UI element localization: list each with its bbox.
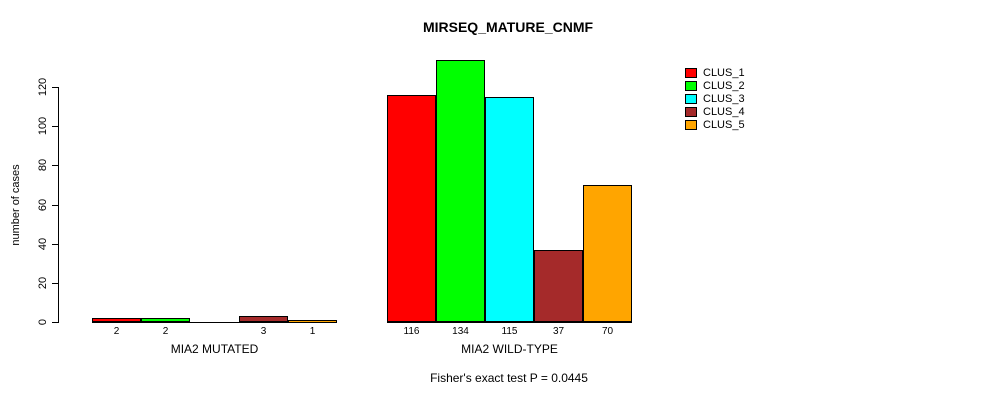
- bar-value-label: 2: [113, 326, 120, 337]
- y-tick-mark: [52, 87, 58, 88]
- group-baseline: [387, 322, 632, 323]
- legend: CLUS_1 CLUS_2 CLUS_3 CLUS_4 CLUS_5: [685, 66, 745, 131]
- bar-value-label: 116: [403, 326, 420, 337]
- bar-clus_2-mutated: [141, 318, 190, 322]
- y-tick-mark: [52, 126, 58, 128]
- y-tick-mark: [52, 322, 58, 323]
- bar-value-label: 2: [162, 326, 169, 337]
- legend-row: CLUS_5: [685, 118, 745, 131]
- y-tick-mark: [52, 204, 58, 206]
- legend-row: CLUS_3: [685, 92, 745, 105]
- y-tick-label: 60: [37, 198, 49, 211]
- group-baseline: [92, 322, 337, 323]
- bar-clus_4-mutated: [239, 316, 288, 322]
- legend-swatch-clus_1: [685, 67, 697, 78]
- group-label-mutated: MIA2 MUTATED: [170, 342, 259, 356]
- legend-swatch-clus_2: [685, 80, 697, 91]
- y-tick-label: 80: [37, 159, 49, 172]
- legend-swatch-clus_5: [685, 119, 697, 130]
- y-tick-mark: [52, 282, 58, 284]
- bar-clus_1-mutated: [92, 318, 141, 322]
- bar-value-label: 37: [552, 326, 565, 337]
- legend-label: CLUS_1: [703, 66, 745, 79]
- y-axis-line: [58, 87, 59, 323]
- bar-value-label: 1: [309, 326, 316, 337]
- legend-row: CLUS_1: [685, 66, 745, 79]
- chart-title: MIRSEQ_MATURE_CNMF: [422, 19, 594, 35]
- legend-swatch-clus_4: [685, 106, 697, 117]
- bar-clus_3-wild-type: [485, 96, 534, 322]
- legend-label: CLUS_3: [703, 92, 745, 105]
- legend-swatch-clus_3: [685, 93, 697, 104]
- y-tick-label: 120: [37, 77, 49, 97]
- bar-value-label: 3: [260, 326, 267, 337]
- legend-row: CLUS_2: [685, 79, 745, 92]
- y-tick-label: 100: [37, 116, 49, 136]
- legend-label: CLUS_5: [703, 118, 745, 131]
- bar-clus_2-wild-type: [436, 59, 485, 322]
- y-tick-mark: [52, 165, 58, 167]
- group-label-wild-type: MIA2 WILD-TYPE: [461, 342, 558, 356]
- bar-clus_5-wild-type: [583, 184, 632, 322]
- y-tick-label: 0: [37, 318, 49, 326]
- legend-row: CLUS_4: [685, 105, 745, 118]
- bar-value-label: 134: [452, 326, 469, 337]
- bar-value-label: 115: [501, 326, 518, 337]
- y-axis-label: number of cases: [10, 164, 22, 246]
- caption-text: Fisher's exact test P = 0.0445: [430, 371, 588, 385]
- y-tick-label: 40: [37, 237, 49, 250]
- bar-clus_1-wild-type: [387, 94, 436, 322]
- legend-label: CLUS_2: [703, 79, 745, 92]
- bar-clus_4-wild-type: [534, 249, 583, 322]
- bar-value-label: 70: [601, 326, 614, 337]
- y-tick-label: 20: [37, 276, 49, 289]
- y-tick-mark: [52, 243, 58, 245]
- legend-label: CLUS_4: [703, 105, 745, 118]
- bar-clus_5-mutated: [288, 320, 337, 323]
